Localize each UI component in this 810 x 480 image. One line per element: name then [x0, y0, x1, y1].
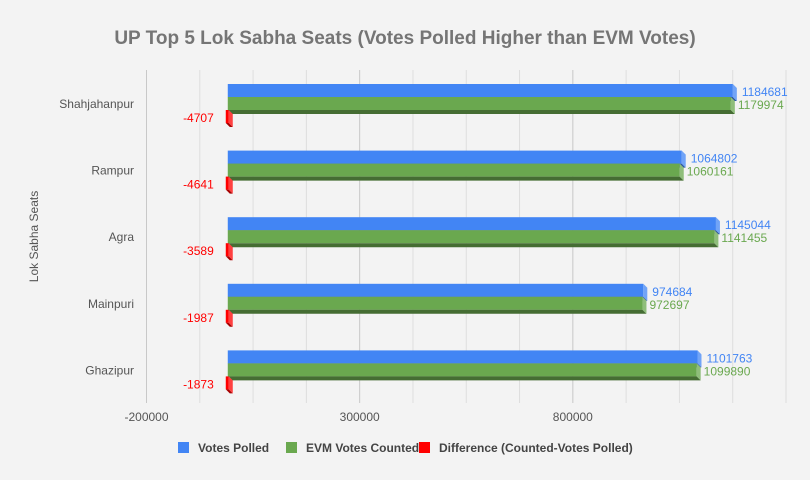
data-label: 1141455	[721, 231, 767, 245]
legend-swatch	[178, 442, 189, 453]
bar-side-face	[643, 283, 648, 301]
data-label: 1060161	[687, 165, 734, 179]
bar-bottom-face	[225, 322, 233, 327]
bar-side-face	[228, 309, 233, 327]
bar-votes-polled	[227, 150, 682, 164]
y-tick-label: Shahjahanpur	[59, 97, 134, 111]
bar-bottom-face	[225, 389, 233, 394]
bar-side-face	[730, 97, 735, 114]
chart-title: UP Top 5 Lok Sabha Seats (Votes Polled H…	[114, 28, 695, 49]
data-label: -1987	[183, 311, 214, 325]
bar-bottom-face	[227, 376, 701, 381]
data-label: 1101763	[706, 351, 752, 365]
bar-bottom-face	[225, 256, 233, 261]
data-label: -4641	[183, 178, 214, 192]
bar-evm-votes-counted	[227, 230, 715, 244]
bar-side-face	[714, 230, 719, 248]
data-label: 1099890	[704, 364, 751, 378]
bar-side-face	[681, 150, 686, 168]
bar-side-face	[642, 296, 647, 314]
bar-side-face	[679, 163, 684, 181]
bar-votes-polled	[227, 350, 698, 364]
bar-votes-polled	[227, 84, 733, 97]
bar-side-face	[697, 350, 702, 368]
bar-bottom-face	[225, 123, 233, 127]
bar-bottom-face	[227, 243, 719, 248]
data-label: 1064802	[691, 152, 738, 166]
bar-evm-votes-counted	[227, 163, 680, 177]
bar-bottom-face	[227, 309, 647, 314]
x-tick-label: 800000	[553, 410, 593, 424]
bar-difference-counted-votes-polled-	[225, 176, 229, 190]
y-tick-label: Agra	[109, 230, 135, 244]
bar-difference-counted-votes-polled-	[225, 243, 229, 257]
data-label: -1873	[183, 377, 214, 391]
legend-label: Votes Polled	[198, 441, 269, 455]
data-label: 1145044	[725, 218, 771, 232]
bar-bottom-face	[227, 110, 735, 114]
bar-evm-votes-counted	[227, 363, 697, 377]
legend-swatch	[286, 442, 297, 453]
bar-side-face	[228, 176, 233, 194]
bar-side-face	[228, 243, 233, 261]
bar-side-face	[696, 363, 701, 381]
x-tick-label: -200000	[124, 410, 168, 424]
bar-side-face	[228, 110, 233, 127]
bar-bottom-face	[227, 176, 684, 181]
data-label: -4707	[183, 111, 214, 125]
data-label: 972697	[649, 298, 689, 312]
bar-side-face	[732, 84, 737, 101]
legend-label: EVM Votes Counted	[306, 441, 419, 455]
bar-bottom-face	[225, 189, 233, 194]
x-tick-label: 300000	[340, 410, 380, 424]
bar-evm-votes-counted	[227, 97, 731, 110]
bar-side-face	[715, 217, 720, 235]
bar-difference-counted-votes-polled-	[225, 376, 229, 390]
bar-votes-polled	[227, 283, 644, 297]
legend-swatch	[419, 442, 430, 453]
data-label: 974684	[652, 285, 692, 299]
data-label: 1184681	[742, 85, 788, 99]
y-tick-label: Ghazipur	[85, 363, 134, 377]
bar-difference-counted-votes-polled-	[225, 309, 229, 323]
bar-evm-votes-counted	[227, 296, 643, 310]
data-label: -3589	[183, 244, 214, 258]
bar-side-face	[228, 376, 233, 394]
data-label: 1179974	[738, 98, 784, 112]
y-axis-title: Lok Sabha Seats	[27, 191, 41, 282]
legend-label: Difference (Counted-Votes Polled)	[439, 441, 633, 455]
bar-votes-polled	[227, 217, 716, 231]
y-tick-label: Mainpuri	[88, 297, 134, 311]
bar-difference-counted-votes-polled-	[225, 110, 229, 123]
y-tick-label: Rampur	[91, 164, 134, 178]
